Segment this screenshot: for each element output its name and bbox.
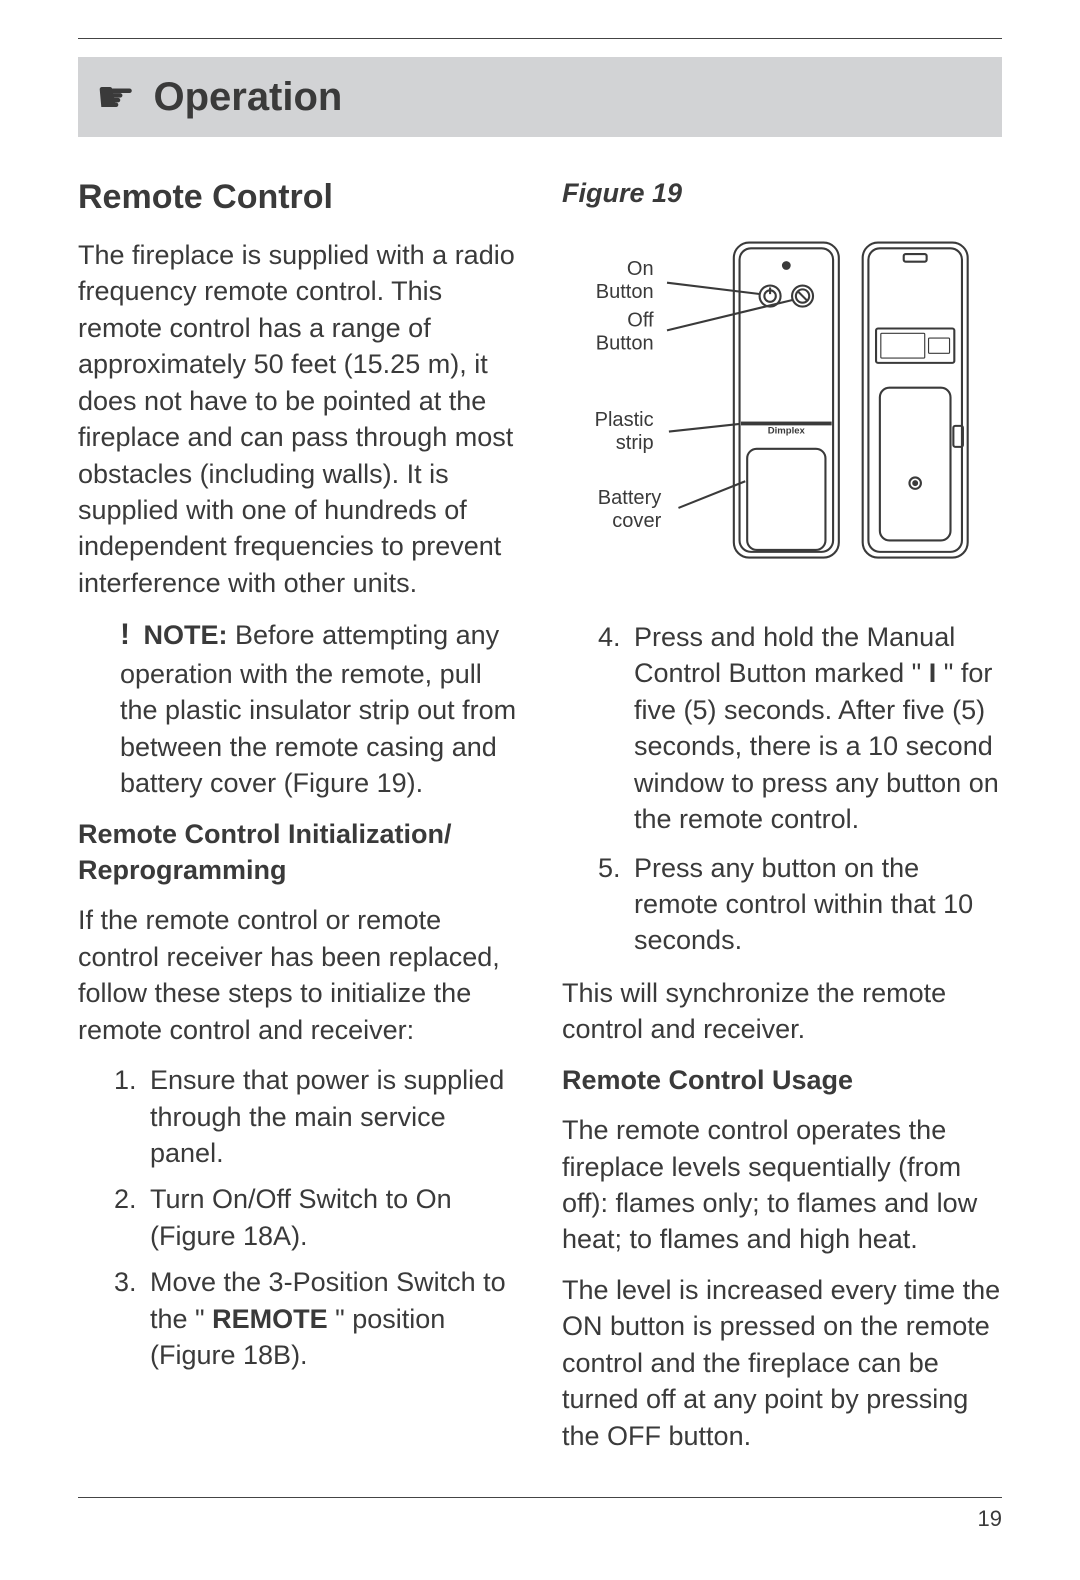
figure-caption: Figure 19 xyxy=(562,175,1002,211)
top-rule xyxy=(78,38,1002,39)
step-4-pre: Press and hold the Manual Control Button… xyxy=(634,622,955,688)
label-strip-1: Plastic xyxy=(595,409,654,431)
note-label: NOTE: xyxy=(144,620,228,650)
step-5: Press any button on the remote control w… xyxy=(628,850,1002,959)
remote-diagram-svg: Dimplex xyxy=(562,217,982,587)
step-2: Turn On/Off Switch to On (Figure 18A). xyxy=(144,1181,518,1254)
step-3: Move the 3-Position Switch to the " REMO… xyxy=(144,1264,518,1373)
right-steps-list: Press and hold the Manual Control Button… xyxy=(562,619,1002,959)
label-off-2: Button xyxy=(596,333,654,355)
note-block: ! NOTE: Before attempting any operation … xyxy=(78,615,518,801)
label-on-1: On xyxy=(627,258,654,280)
page-number: 19 xyxy=(978,1506,1002,1532)
init-heading: Remote Control Initialization/ Reprogram… xyxy=(78,816,518,889)
step-1: Ensure that power is supplied through th… xyxy=(144,1062,518,1171)
usage-p1: The remote control operates the fireplac… xyxy=(562,1112,1002,1258)
label-on-2: Button xyxy=(596,281,654,303)
label-batt-1: Battery xyxy=(598,488,661,510)
sync-text: This will synchronize the remote control… xyxy=(562,975,1002,1048)
label-off-1: Off xyxy=(627,310,654,332)
left-column: Remote Control The fireplace is supplied… xyxy=(78,175,518,1468)
figure-19: Figure 19 xyxy=(562,175,1002,597)
remote-control-heading: Remote Control xyxy=(78,175,518,221)
pointer-icon: ☛ xyxy=(96,72,135,123)
label-strip-2: strip xyxy=(616,432,654,454)
intro-paragraph: The fireplace is supplied with a radio f… xyxy=(78,237,518,601)
remote-bold: REMOTE xyxy=(212,1304,328,1334)
section-header: ☛ Operation xyxy=(78,57,1002,137)
usage-p2: The level is increased every time the ON… xyxy=(562,1272,1002,1454)
label-batt-2: cover xyxy=(612,510,661,532)
usage-heading: Remote Control Usage xyxy=(562,1062,1002,1098)
right-column: Figure 19 xyxy=(562,175,1002,1468)
bottom-rule xyxy=(78,1497,1002,1498)
brand-text: Dimplex xyxy=(768,426,806,437)
note-bang-icon: ! xyxy=(120,615,136,656)
content-columns: Remote Control The fireplace is supplied… xyxy=(78,175,1002,1468)
step-4: Press and hold the Manual Control Button… xyxy=(628,619,1002,838)
section-title: Operation xyxy=(153,75,342,120)
left-steps-list: Ensure that power is supplied through th… xyxy=(78,1062,518,1374)
init-intro: If the remote control or remote control … xyxy=(78,902,518,1048)
